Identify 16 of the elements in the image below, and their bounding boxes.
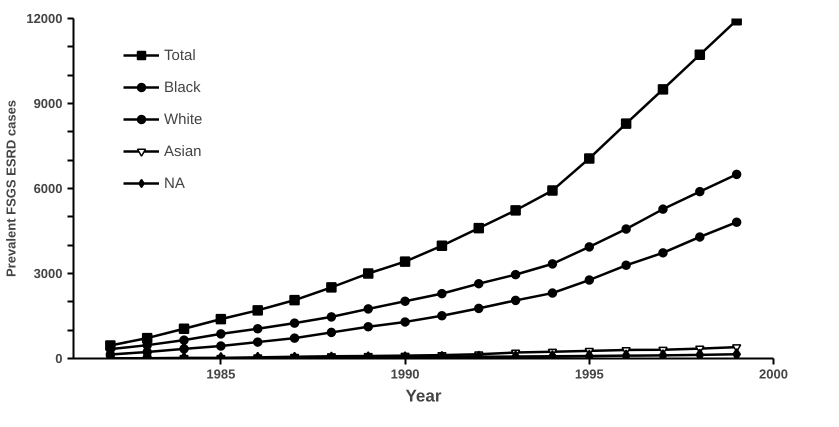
legend-label: Asian [164,142,202,160]
legend-label: NA [164,174,185,192]
y-tick-label: 6000 [34,181,62,196]
y-tick-label: 3000 [34,266,62,281]
x-axis-title: Year [406,386,442,406]
y-tick-label: 12000 [26,11,63,26]
x-tick-label: 1985 [206,366,236,382]
legend-label: Total [164,46,196,64]
legend-label: Black [164,78,201,96]
x-tick-label: 2000 [759,366,788,382]
x-tick-label: 1995 [574,366,604,382]
legend-label: White [164,110,202,128]
y-axis-title: Prevalent FSGS ESRD cases [3,100,18,278]
x-tick-label: 1990 [390,366,420,382]
y-tick-label: 0 [55,351,63,366]
y-tick-label: 9000 [34,96,62,111]
